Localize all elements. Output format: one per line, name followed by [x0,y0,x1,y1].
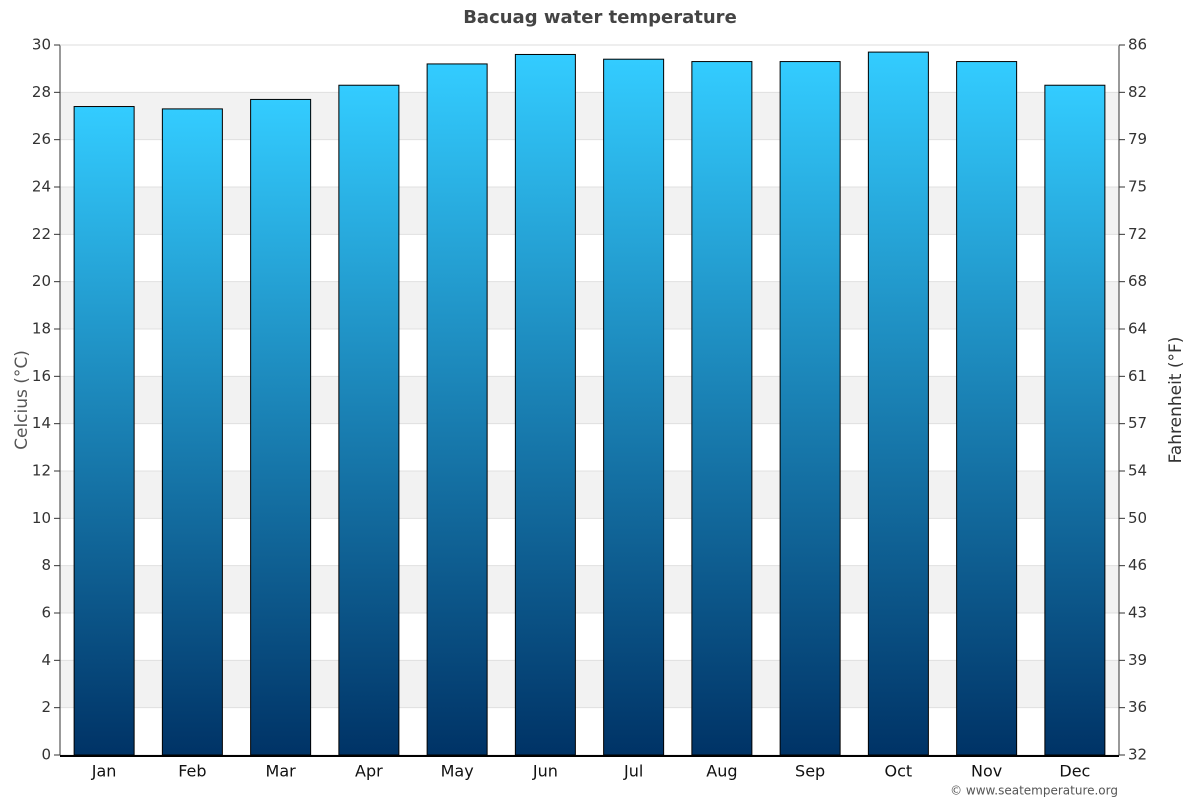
y-tick-label: 10 [32,509,51,527]
y-tick-label: 22 [32,225,51,243]
grid-band [60,281,1119,329]
grid-band [60,376,1119,424]
y-tick-label: 2 [41,698,51,716]
y2-axis-label: Fahrenheit (°F) [1166,337,1186,464]
y-tick-label: 0 [41,746,51,764]
grid-band [60,92,1119,140]
y2-tick-label: 36 [1128,698,1147,716]
bar [603,58,665,756]
y2-tick-label: 39 [1128,651,1147,669]
y2-tick-label: 82 [1128,83,1147,101]
y2-tick-label: 57 [1128,414,1147,432]
y-tick-label: 26 [32,130,51,148]
x-tick-label: Mar [266,762,297,781]
y-tick-label: 24 [32,178,51,196]
bar [338,84,400,756]
bar [779,61,841,756]
y2-tick-label: 46 [1128,556,1147,574]
y2-tick-label: 54 [1128,462,1147,480]
x-tick-label: Dec [1059,762,1090,781]
credit: © www.seatemperature.org [950,784,1118,798]
bar [691,61,753,756]
x-tick-label: May [441,762,474,781]
y-tick-label: 30 [32,36,51,54]
bar [250,98,312,756]
x-tick-label: Feb [178,762,206,781]
y2-tick-label: 79 [1128,130,1147,148]
grid-band [60,471,1119,519]
x-tick-label: Jul [623,762,643,781]
x-tick-label: Jun [532,762,558,781]
y-tick-label: 14 [32,414,51,432]
bar [1044,84,1106,756]
y2-tick-label: 64 [1128,320,1147,338]
y2-tick-label: 32 [1128,746,1147,764]
bar [867,51,929,756]
y2-tick-label: 75 [1128,178,1147,196]
x-tick-label: Apr [355,762,383,781]
x-tick-label: Oct [885,762,913,781]
y-tick-label: 8 [41,556,51,574]
x-tick-label: Jan [91,762,117,781]
y-tick-label: 16 [32,367,51,385]
y-axis-label: Celcius (°C) [12,350,32,450]
bar [426,63,488,756]
bar [161,108,223,756]
y-tick-label: 4 [41,651,51,669]
y-tick-label: 28 [32,83,51,101]
grid-band [60,187,1119,235]
grid-band [60,660,1119,708]
x-tick-label: Nov [971,762,1002,781]
y2-tick-label: 50 [1128,509,1147,527]
y2-tick-label: 86 [1128,36,1147,54]
chart-title: Bacuag water temperature [463,7,737,28]
y-tick-label: 6 [41,604,51,622]
y2-tick-label: 43 [1128,604,1147,622]
y2-tick-label: 72 [1128,225,1147,243]
y-tick-label: 18 [32,320,51,338]
bar [73,106,135,756]
x-tick-label: Aug [706,762,737,781]
y2-tick-label: 68 [1128,272,1147,290]
x-tick-label: Sep [795,762,825,781]
y-tick-label: 20 [32,272,51,290]
bar [514,53,576,756]
y-tick-label: 12 [32,462,51,480]
bar [956,61,1018,756]
grid-band [60,565,1119,613]
y2-tick-label: 61 [1128,367,1147,385]
